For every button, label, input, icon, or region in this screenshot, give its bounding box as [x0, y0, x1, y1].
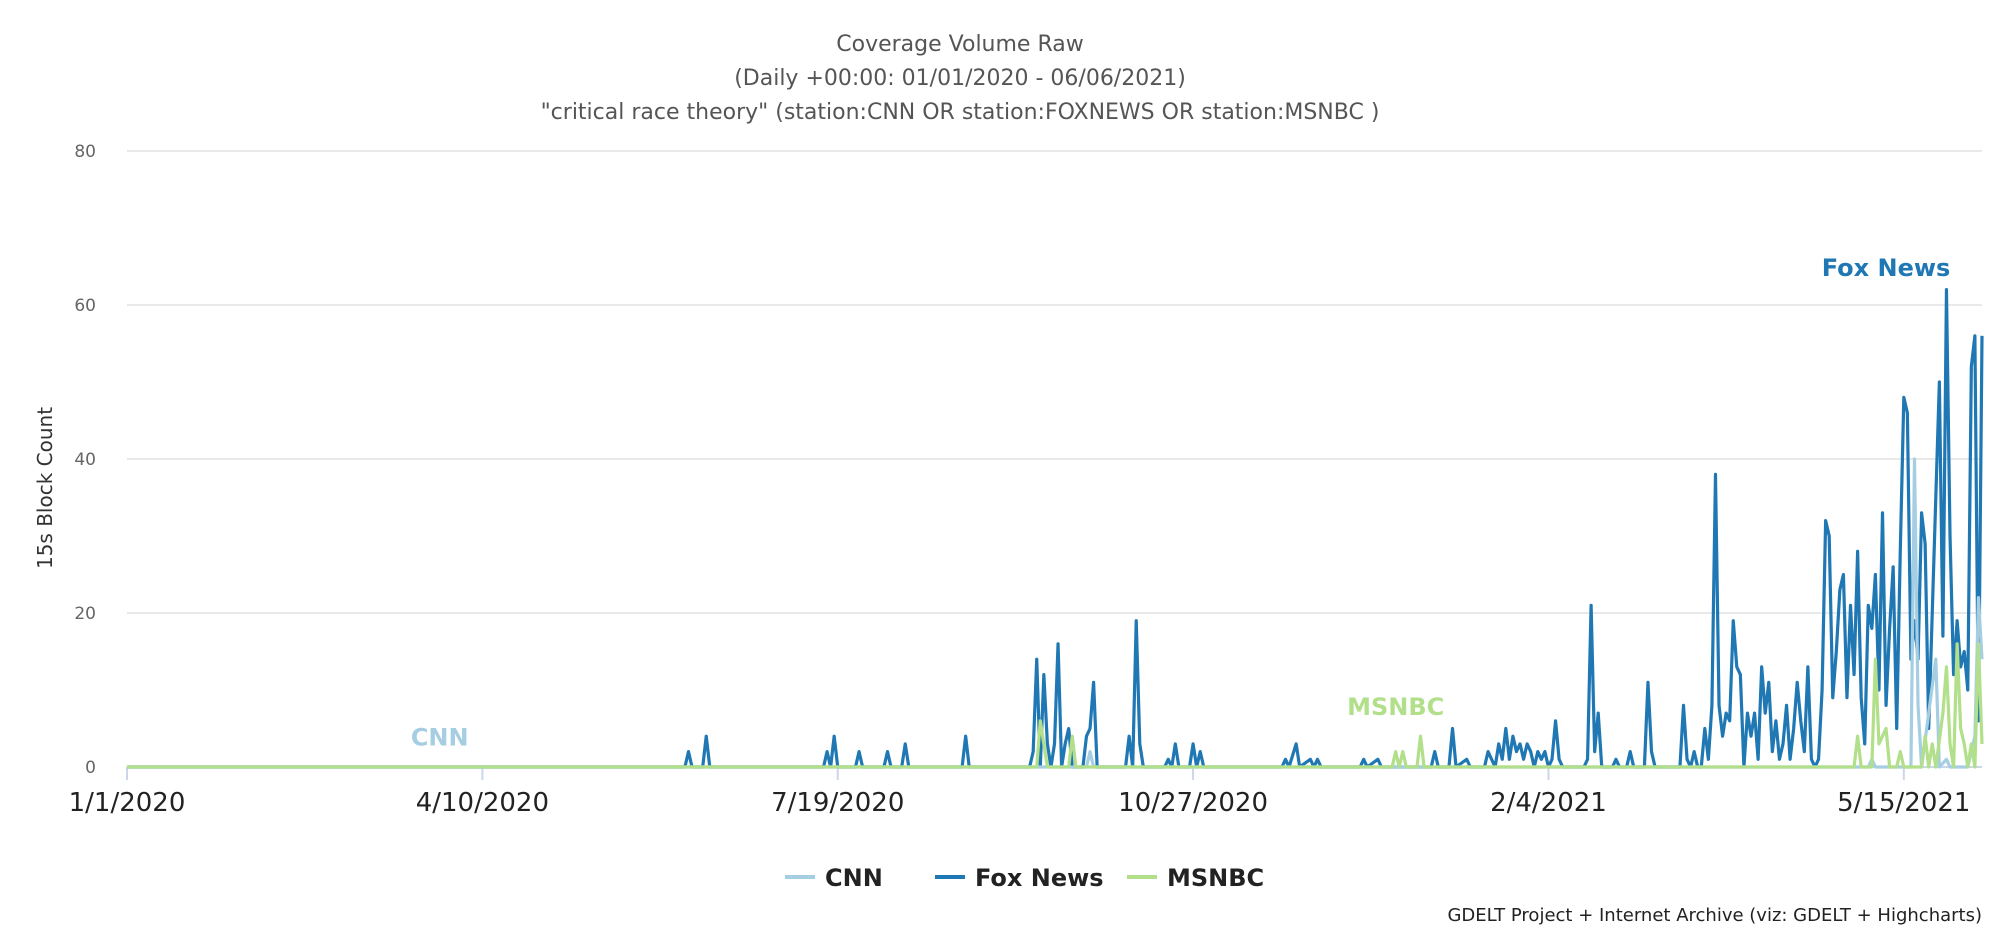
- y-tick-label: 20: [74, 604, 96, 624]
- y-axis-ticks: 0 20 40 60 80: [74, 142, 96, 778]
- y-tick-label: 40: [74, 450, 96, 470]
- gridlines: [127, 150, 1982, 768]
- legend-label: Fox News: [975, 864, 1104, 892]
- x-tick-label: 1/1/2020: [69, 788, 186, 818]
- series-label-cnn: CNN: [411, 724, 469, 752]
- title-line-2: (Daily +00:00: 01/01/2020 - 06/06/2021): [734, 66, 1186, 91]
- legend-item-fox-news[interactable]: Fox News: [935, 864, 1104, 892]
- chart-title: Coverage Volume Raw (Daily +00:00: 01/01/…: [541, 32, 1380, 125]
- x-axis: 1/1/2020 4/10/2020 7/19/2020 10/27/2020 2/4/…: [69, 766, 1982, 818]
- x-tick-label: 10/27/2020: [1118, 788, 1268, 818]
- title-line-3: "critical race theory" (station:CNN OR s…: [541, 100, 1380, 125]
- series-label-fox-news: Fox News: [1822, 254, 1951, 282]
- x-tick-label: 5/15/2021: [1837, 788, 1970, 818]
- x-tick-label: 4/10/2020: [416, 788, 549, 818]
- legend-label: MSNBC: [1167, 864, 1264, 892]
- y-tick-label: 80: [74, 142, 96, 162]
- x-tick-label: 2/4/2021: [1490, 788, 1607, 818]
- series-line-fox-news[interactable]: [127, 288, 1984, 769]
- title-line-1: Coverage Volume Raw: [836, 32, 1084, 57]
- legend[interactable]: CNN Fox News MSNBC: [785, 864, 1264, 892]
- legend-label: CNN: [825, 864, 883, 892]
- series-lines: [127, 288, 1984, 769]
- y-tick-label: 60: [74, 296, 96, 316]
- legend-item-cnn[interactable]: CNN: [785, 864, 883, 892]
- legend-item-msnbc[interactable]: MSNBC: [1127, 864, 1264, 892]
- x-tick-label: 7/19/2020: [771, 788, 904, 818]
- credit-text: GDELT Project + Internet Archive (viz: G…: [1447, 905, 1982, 926]
- series-line-msnbc[interactable]: [127, 642, 1984, 769]
- y-axis-label: 15s Block Count: [33, 407, 57, 569]
- series-label-msnbc: MSNBC: [1347, 693, 1444, 721]
- y-tick-label: 0: [85, 758, 96, 778]
- series-labels: CNN Fox News MSNBC: [411, 254, 1951, 752]
